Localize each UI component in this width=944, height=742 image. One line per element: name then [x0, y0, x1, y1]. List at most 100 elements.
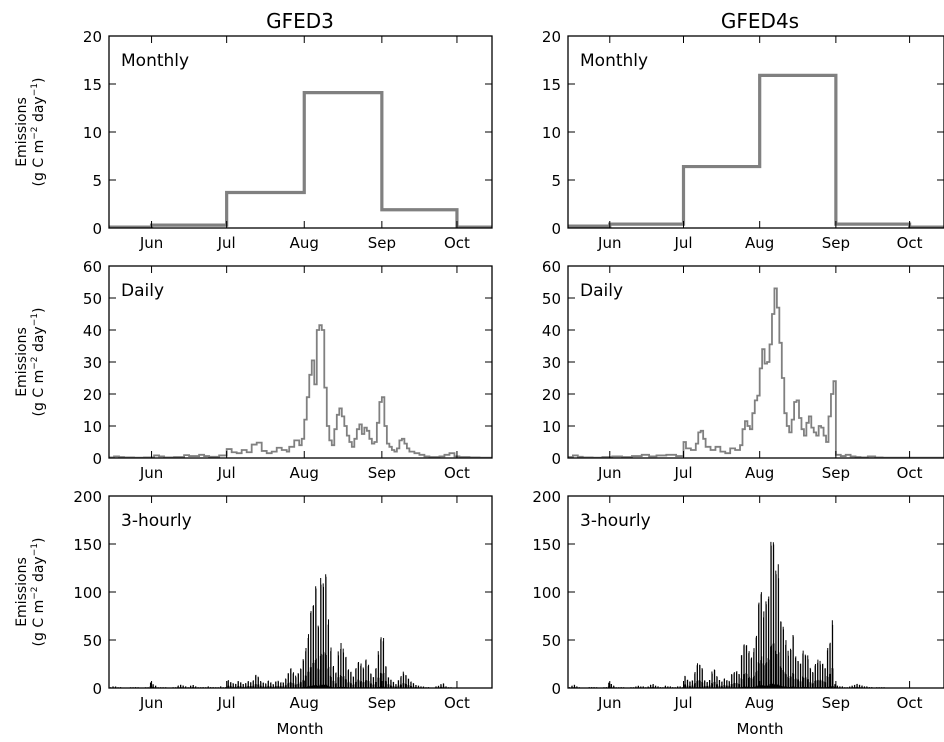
x-tick-label: Aug — [745, 694, 774, 712]
y-tick-label: 20 — [83, 386, 102, 404]
y-tick-label: 100 — [532, 584, 561, 602]
ylabel-row-2: Emissions (g C m−2 day−1) — [14, 308, 47, 417]
y-tick-label: 30 — [83, 354, 102, 372]
x-tick-label: Aug — [745, 464, 774, 482]
panels: 0 5 10 15 20 Jun Jul Aug Sep Oct Monthly 0 5 10 15 20 Ju… — [73, 28, 944, 712]
x-tick-label: Sep — [822, 464, 850, 482]
x-tick-label: Aug — [290, 234, 319, 252]
x-tick-label: Aug — [745, 234, 774, 252]
panel-label: Daily — [121, 281, 164, 301]
x-tick-label: Sep — [822, 694, 850, 712]
daily-step-line — [568, 287, 944, 458]
panel-4: 0 50 100 150 200 Jun Jul Aug Sep Oct 3-hourly — [73, 488, 493, 712]
monthly-step-line — [109, 91, 492, 228]
panel-0: 0 5 10 15 20 Jun Jul Aug Sep Oct Monthly — [83, 28, 493, 252]
panel-label: 3-hourly — [580, 511, 651, 531]
y-tick-label: 30 — [542, 354, 561, 372]
x-tick-label: Oct — [444, 694, 470, 712]
x-tick-label: Oct — [897, 234, 923, 252]
column-title-gfed3: GFED3 — [266, 9, 334, 33]
x-tick-label: Aug — [290, 464, 319, 482]
x-tick-label: Jun — [139, 464, 163, 482]
y-tick-label: 0 — [551, 450, 561, 468]
daily-step-line — [109, 324, 492, 458]
x-tick-label: Jun — [139, 694, 163, 712]
x-tick-label: Jul — [673, 464, 692, 482]
three-hourly-bars — [568, 541, 886, 688]
y-tick-label: 20 — [542, 28, 561, 46]
panel-label: 3-hourly — [121, 511, 192, 531]
y-tick-label: 5 — [551, 172, 561, 190]
y-tick-label: 0 — [92, 450, 102, 468]
y-tick-label: 40 — [542, 322, 561, 340]
y-tick-label: 5 — [92, 172, 102, 190]
y-tick-label: 150 — [73, 536, 102, 554]
x-tick-label: Oct — [444, 464, 470, 482]
panel-1: 0 5 10 15 20 Jun Jul Aug Sep Oct Monthly — [542, 28, 944, 252]
x-tick-label: Jun — [139, 234, 163, 252]
y-tick-label: 15 — [542, 76, 561, 94]
x-tick-label: Sep — [368, 694, 396, 712]
y-tick-label: 10 — [83, 124, 102, 142]
y-tick-label: 0 — [92, 680, 102, 698]
y-tick-label: 50 — [83, 632, 102, 650]
x-tick-label: Jul — [217, 464, 236, 482]
ylabel-row-1: Emissions (g C m−2 day−1) — [14, 78, 47, 187]
ylabel-line1: Emissions — [14, 557, 30, 627]
y-tick-label: 10 — [542, 418, 561, 436]
x-tick-label: Jun — [597, 694, 621, 712]
x-tick-label: Sep — [368, 464, 396, 482]
ylabel-line2: (g C m−2 day−1) — [30, 78, 47, 187]
y-tick-label: 60 — [542, 258, 561, 276]
y-tick-label: 50 — [83, 290, 102, 308]
x-tick-label: Oct — [897, 694, 923, 712]
ylabel-line1: Emissions — [14, 327, 30, 397]
x-tick-label: Jul — [217, 694, 236, 712]
y-tick-label: 20 — [83, 28, 102, 46]
y-tick-label: 150 — [532, 536, 561, 554]
y-tick-label: 200 — [73, 488, 102, 506]
x-tick-label: Jul — [673, 234, 692, 252]
xlabel-right: Month — [736, 720, 783, 738]
x-tick-label: Jul — [217, 234, 236, 252]
panel-label: Daily — [580, 281, 623, 301]
x-tick-label: Sep — [822, 234, 850, 252]
y-tick-label: 20 — [542, 386, 561, 404]
panel-label: Monthly — [121, 51, 189, 71]
y-tick-label: 60 — [83, 258, 102, 276]
panel-5: 0 50 100 150 200 Jun Jul Aug Sep Oct 3-hourly — [532, 488, 944, 712]
y-tick-label: 0 — [551, 220, 561, 238]
panel-frame — [567, 265, 944, 459]
panel-frame — [108, 265, 493, 459]
x-tick-label: Aug — [290, 694, 319, 712]
y-tick-label: 10 — [542, 124, 561, 142]
y-tick-label: 50 — [542, 632, 561, 650]
x-tick-label: Jul — [673, 694, 692, 712]
three-hourly-bars — [109, 574, 452, 688]
y-tick-label: 100 — [73, 584, 102, 602]
ylabel-row-3: Emissions (g C m−2 day−1) — [14, 538, 47, 647]
y-tick-label: 0 — [551, 680, 561, 698]
x-tick-label: Sep — [368, 234, 396, 252]
x-tick-label: Jun — [597, 464, 621, 482]
x-tick-label: Oct — [444, 234, 470, 252]
y-tick-label: 200 — [532, 488, 561, 506]
panel-label: Monthly — [580, 51, 648, 71]
y-tick-label: 50 — [542, 290, 561, 308]
y-tick-label: 10 — [83, 418, 102, 436]
ylabel-line2: (g C m−2 day−1) — [30, 538, 47, 647]
x-tick-label: Oct — [897, 464, 923, 482]
ylabel-line1: Emissions — [14, 97, 30, 167]
column-title-gfed4s: GFED4s — [721, 9, 799, 33]
panel-2: 0 10 20 30 40 50 60 Jun Jul Aug Sep Oct Daily — [83, 258, 493, 482]
xlabel-left: Month — [276, 720, 323, 738]
y-tick-label: 15 — [83, 76, 102, 94]
x-tick-label: Jun — [597, 234, 621, 252]
y-tick-label: 0 — [92, 220, 102, 238]
ylabel-line2: (g C m−2 day−1) — [30, 308, 47, 417]
monthly-step-line — [568, 73, 944, 228]
y-tick-label: 40 — [83, 322, 102, 340]
panel-3: 0 10 20 30 40 50 60 Jun Jul Aug Sep Oct Daily — [542, 258, 944, 482]
